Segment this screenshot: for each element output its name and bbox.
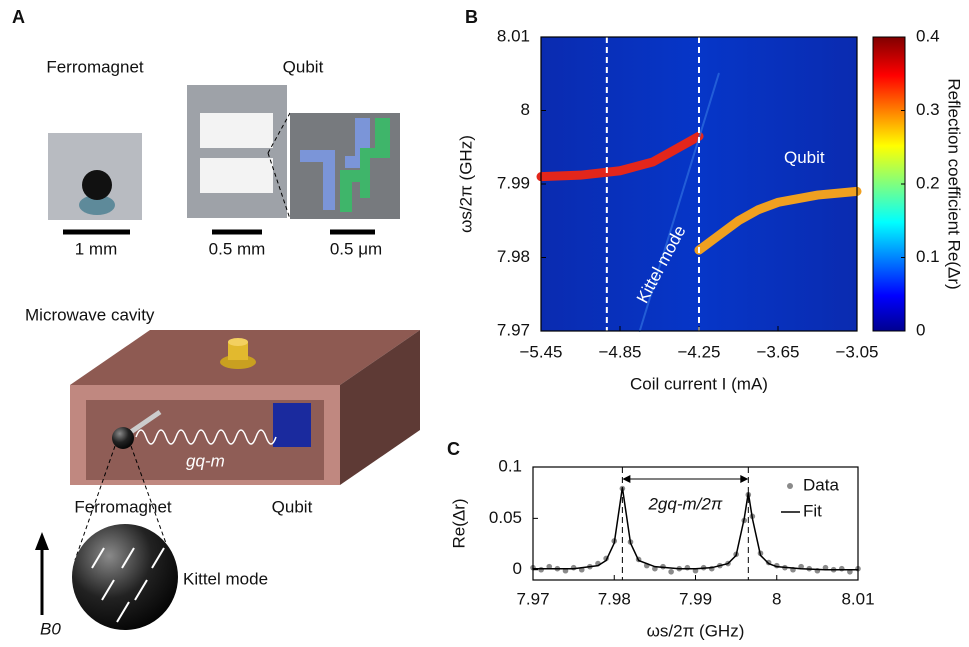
x-tick-label: 7.97 xyxy=(516,589,549,608)
y-axis-label: ωs/2π (GHz) xyxy=(456,135,475,233)
scale-label: 1 mm xyxy=(75,239,118,258)
y-tick-label: 7.97 xyxy=(497,320,530,339)
colorbar xyxy=(872,36,906,332)
scale-label: 0.5 mm xyxy=(209,239,266,258)
colorbar-tick-label: 0 xyxy=(916,320,925,339)
legend-label: Data xyxy=(803,475,839,494)
qubit-pad xyxy=(200,158,273,193)
field-arrowhead xyxy=(35,532,49,550)
x-tick-label: −5.45 xyxy=(519,342,562,361)
x-axis-label: ωs/2π (GHz) xyxy=(647,621,745,640)
spring xyxy=(135,429,277,445)
y-tick-label: 8.01 xyxy=(497,26,530,45)
x-tick-label: 8.01 xyxy=(841,589,874,608)
photo-sphere xyxy=(82,170,112,200)
x-tick-label: 8 xyxy=(772,589,781,608)
resonance-branch xyxy=(638,72,720,332)
data-point xyxy=(538,566,544,573)
caption: Ferromagnet xyxy=(74,497,172,516)
caption: Kittel mode xyxy=(183,569,268,588)
caption: Qubit xyxy=(283,57,324,76)
panel-label: A xyxy=(12,7,25,27)
sem-electrode xyxy=(360,118,390,198)
colorbar-tick-label: 0.4 xyxy=(916,26,940,45)
panel-label: C xyxy=(447,439,460,459)
colorbar-tick-label: 0.2 xyxy=(916,173,940,192)
cavity-side xyxy=(340,330,420,485)
panel-a: A Ferromagnet Qubit 1 mm 0.5 mm 0.5 μm M… xyxy=(12,7,420,638)
field-label: B0 xyxy=(40,619,61,638)
legend-label: Fit xyxy=(803,501,822,520)
qubit-photo xyxy=(187,85,287,218)
connector xyxy=(228,342,248,360)
x-tick-label: −4.25 xyxy=(677,342,720,361)
data-point xyxy=(684,564,691,571)
coupling-label: gq-m xyxy=(186,451,225,470)
spin-arrows xyxy=(91,547,165,623)
data-point xyxy=(668,568,674,575)
y-axis-label: Re(Δr) xyxy=(449,498,468,548)
data-point xyxy=(838,565,845,572)
panel-label: B xyxy=(465,7,478,27)
annotation: 2gq-m/2π xyxy=(647,494,722,513)
zoom-line xyxy=(267,152,291,220)
x-tick-label: 7.98 xyxy=(598,589,631,608)
y-tick-label: 0.1 xyxy=(498,456,522,475)
colorbar-tick-label: 0.1 xyxy=(916,247,940,266)
zoom-line xyxy=(74,445,116,561)
resonance-branch xyxy=(694,186,862,255)
x-tick-label: −3.05 xyxy=(835,342,878,361)
caption: Ferromagnet xyxy=(46,57,144,76)
qubit-chip xyxy=(273,403,311,447)
legend-marker xyxy=(787,483,793,489)
fit-line xyxy=(532,487,859,571)
x-tick-label: −4.85 xyxy=(598,342,641,361)
y-tick-label: 0.05 xyxy=(489,508,522,527)
zoom-line xyxy=(267,112,291,154)
ferromagnet-sphere xyxy=(112,427,134,449)
kittel-sphere xyxy=(72,524,178,630)
sem-electrode xyxy=(300,150,335,210)
annotation: Qubit xyxy=(784,148,825,167)
data-point xyxy=(570,564,577,571)
photo-detail xyxy=(79,195,115,215)
resonance-branch xyxy=(536,131,704,182)
y-tick-label: 0 xyxy=(513,559,522,578)
y-tick-label: 7.99 xyxy=(497,173,530,192)
colorbar-label: Reflection coefficient Re(Δr) xyxy=(945,78,964,289)
caption: Microwave cavity xyxy=(25,305,155,324)
scale-label: 0.5 μm xyxy=(330,239,382,258)
x-tick-label: 7.99 xyxy=(679,589,712,608)
y-tick-label: 7.98 xyxy=(497,247,530,266)
connector xyxy=(228,338,248,346)
y-tick-label: 8 xyxy=(521,100,530,119)
caption: Qubit xyxy=(272,497,313,516)
x-axis-label: Coil current I (mA) xyxy=(630,374,768,393)
x-tick-label: −3.65 xyxy=(756,342,799,361)
colorbar-tick-label: 0.3 xyxy=(916,100,940,119)
zoom-line xyxy=(130,445,173,561)
qubit-pad xyxy=(200,113,273,148)
